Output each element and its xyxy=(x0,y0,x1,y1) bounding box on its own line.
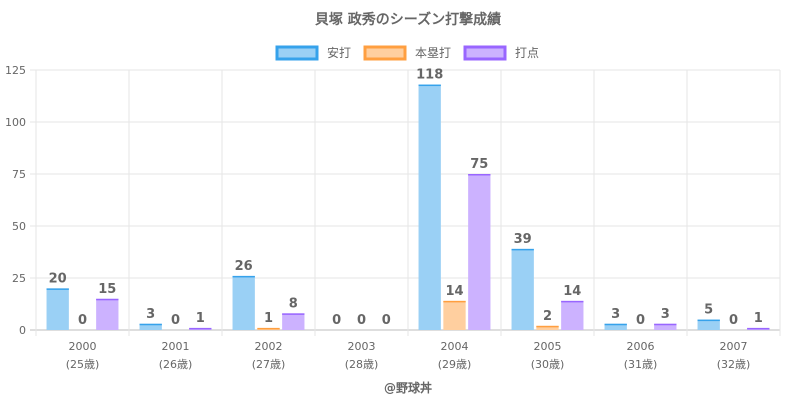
bar-本塁打 xyxy=(536,325,559,330)
data-label: 14 xyxy=(563,284,581,299)
bar-打点 xyxy=(561,300,584,330)
bar-top-border xyxy=(282,313,305,315)
legend-label: 打点 xyxy=(515,46,539,60)
x-tick-sublabel: (27歳) xyxy=(252,358,286,371)
data-label: 3 xyxy=(146,307,155,322)
bar-本塁打 xyxy=(443,300,466,330)
data-label: 5 xyxy=(704,303,713,318)
x-axis: 2000 (25歳) 2001 (26歳) 2002 (27歳) 2003 (28歳) 2004… xyxy=(66,340,751,371)
legend-label: 本塁打 xyxy=(415,46,451,60)
bar-top-border xyxy=(96,298,119,301)
legend-swatch xyxy=(463,45,507,61)
data-label: 39 xyxy=(514,232,532,247)
legend-swatch xyxy=(363,45,407,61)
data-label: 8 xyxy=(289,296,298,311)
bar-top-border xyxy=(443,300,466,303)
data-label: 75 xyxy=(470,157,488,172)
bar-top-border xyxy=(536,325,559,328)
bar-top-border xyxy=(511,248,534,251)
data-label: 118 xyxy=(416,68,443,83)
y-tick-label: 25 xyxy=(12,272,26,285)
bar-打点 xyxy=(654,323,677,330)
data-label: 1 xyxy=(196,311,205,326)
bar-top-border xyxy=(697,319,720,322)
bar-top-border xyxy=(46,288,69,290)
x-tick-label: 2001 xyxy=(162,340,190,353)
x-tick-sublabel: (31歳) xyxy=(624,358,658,371)
data-label: 15 xyxy=(98,282,116,297)
bar-安打 xyxy=(604,323,627,330)
x-tick-sublabel: (30歳) xyxy=(531,358,565,371)
bar-top-border xyxy=(747,327,770,330)
data-label: 0 xyxy=(729,313,738,328)
bar-top-border xyxy=(654,323,677,326)
bar-top-border xyxy=(139,323,162,326)
bars xyxy=(46,84,770,330)
data-label: 3 xyxy=(611,307,620,322)
bar-top-border xyxy=(604,323,627,326)
data-label: 26 xyxy=(235,259,253,274)
bar-top-border xyxy=(418,84,441,87)
x-tick-sublabel: (28歳) xyxy=(345,358,379,371)
x-tick-label: 2006 xyxy=(627,340,655,353)
grid-lines xyxy=(30,69,781,336)
legend: 安打 本塁打 打点 xyxy=(275,45,539,61)
legend-swatch xyxy=(275,45,319,61)
data-label: 20 xyxy=(49,271,67,286)
data-label: 0 xyxy=(171,313,180,328)
bar-打点 xyxy=(96,298,119,330)
bar-安打 xyxy=(46,288,69,330)
data-label: 1 xyxy=(754,311,763,326)
y-tick-label: 100 xyxy=(5,116,26,129)
bar-安打 xyxy=(232,275,255,330)
bar-安打 xyxy=(511,248,534,330)
bar-打点 xyxy=(282,313,305,330)
data-label: 0 xyxy=(332,313,341,328)
x-tick-sublabel: (26歳) xyxy=(159,358,193,371)
data-label: 0 xyxy=(636,313,645,328)
chart-title: 貝塚 政秀のシーズン打撃成績 xyxy=(315,11,501,28)
data-label: 1 xyxy=(264,311,273,326)
data-label: 0 xyxy=(382,313,391,328)
data-label: 14 xyxy=(445,284,463,299)
bar-top-border xyxy=(189,327,212,330)
bar-安打 xyxy=(697,319,720,330)
bar-打点 xyxy=(468,174,491,330)
x-tick-label: 2002 xyxy=(255,340,283,353)
x-tick-label: 2007 xyxy=(720,340,748,353)
chart-footer: @野球丼 xyxy=(384,380,432,395)
bar-top-border xyxy=(232,275,255,278)
bar-安打 xyxy=(139,323,162,330)
x-tick-label: 2005 xyxy=(534,340,562,353)
bar-安打 xyxy=(418,84,441,330)
y-tick-label: 50 xyxy=(12,220,26,233)
y-tick-label: 125 xyxy=(5,64,26,77)
x-tick-label: 2000 xyxy=(69,340,97,353)
y-tick-label: 75 xyxy=(12,168,26,181)
x-tick-sublabel: (25歳) xyxy=(66,358,100,371)
data-label: 0 xyxy=(78,313,87,328)
x-tick-label: 2003 xyxy=(348,340,376,353)
y-tick-label: 0 xyxy=(19,324,26,337)
bar-top-border xyxy=(561,300,584,303)
data-label: 0 xyxy=(357,313,366,328)
x-tick-sublabel: (32歳) xyxy=(717,358,751,371)
x-tick-sublabel: (29歳) xyxy=(438,358,472,371)
legend-label: 安打 xyxy=(327,45,351,60)
y-axis: 0 25 50 75 100 125 xyxy=(5,64,26,337)
x-tick-label: 2004 xyxy=(441,340,469,353)
data-label: 2 xyxy=(543,309,552,324)
bar-top-border xyxy=(257,327,280,330)
bar-top-border xyxy=(468,174,491,176)
data-label: 3 xyxy=(661,307,670,322)
